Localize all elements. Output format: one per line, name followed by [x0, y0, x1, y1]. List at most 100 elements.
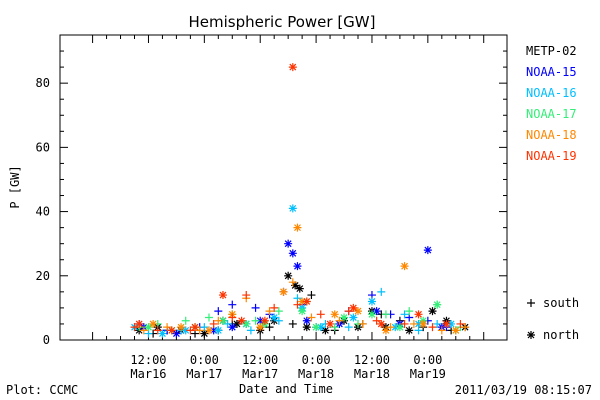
- x-tick-label: 0:00: [302, 353, 331, 367]
- south-point: [405, 307, 414, 316]
- north-point: [167, 326, 176, 335]
- north-point: [218, 316, 227, 325]
- x-tick-date-label: Mar18: [298, 367, 334, 381]
- legend-entry: NOAA-19: [526, 149, 577, 163]
- x-tick-date-label: Mar18: [354, 367, 390, 381]
- north-point: [433, 300, 442, 309]
- y-axis: 0 20 40 60 80: [36, 34, 507, 347]
- y-tick-label: 0: [43, 333, 50, 347]
- south-point: [139, 326, 148, 335]
- north-point: [405, 326, 414, 335]
- y-tick-label: 20: [36, 269, 50, 283]
- south-point: [358, 319, 367, 328]
- north-point: [391, 323, 400, 332]
- north-point: [316, 323, 325, 332]
- south-point: [130, 323, 139, 332]
- south-point: [433, 319, 442, 328]
- north-point: [349, 313, 358, 322]
- north-point: [172, 329, 181, 338]
- north-point: [451, 326, 460, 335]
- marker-legend-label: north: [543, 328, 579, 342]
- south-point: [205, 313, 213, 322]
- south-point: [228, 300, 237, 309]
- legend-entry: NOAA-16: [526, 86, 577, 100]
- south-point: [251, 316, 260, 325]
- north-point: [158, 329, 167, 338]
- north-point: [279, 287, 288, 296]
- north-point: [326, 319, 335, 328]
- x-tick-label: 0:00: [190, 353, 219, 367]
- north-point: [302, 323, 311, 332]
- north-point: [256, 323, 265, 332]
- south-point: [265, 323, 274, 332]
- north-point: [284, 271, 293, 280]
- north-point: [423, 246, 432, 255]
- north-point: [298, 297, 307, 306]
- south-point: [265, 307, 274, 316]
- south-point: [372, 316, 381, 325]
- marker-legend-label: south: [543, 296, 579, 310]
- north-point: [302, 316, 311, 325]
- chart-title: Hemispheric Power [GW]: [189, 13, 376, 31]
- south-point: [316, 310, 325, 319]
- x-axis: 12:00Mar160:00Mar1712:00Mar170:00Mar1812…: [92, 35, 485, 381]
- north-point: [149, 319, 158, 328]
- north-point: [177, 323, 186, 332]
- south-point: [246, 326, 255, 335]
- x-tick-date-label: Mar17: [186, 367, 222, 381]
- north-point: [372, 307, 381, 316]
- footer-timestamp: 2011/03/19 08:15:07: [455, 383, 592, 397]
- x-tick-label: 12:00: [242, 353, 278, 367]
- footer-source: Plot: CCMC: [6, 383, 78, 397]
- south-point: [274, 307, 283, 316]
- south-point: [400, 310, 409, 319]
- north-point: [293, 223, 302, 232]
- south-point: [288, 278, 297, 287]
- north-point: [218, 291, 227, 300]
- north-point: [419, 319, 428, 328]
- legend-entry: NOAA-17: [526, 107, 577, 121]
- south-point: [181, 316, 190, 325]
- north-point: [209, 326, 218, 335]
- north-point: [340, 313, 349, 322]
- south-point: [344, 323, 353, 332]
- south-point: [377, 287, 386, 296]
- data-points: [130, 63, 470, 338]
- x-axis-label: Date and Time: [239, 382, 333, 396]
- y-axis-label: P [GW]: [8, 165, 22, 208]
- y-tick-label: 60: [36, 140, 50, 154]
- north-point: [288, 63, 297, 72]
- x-tick-label: 0:00: [413, 353, 442, 367]
- south-point: [186, 326, 195, 335]
- north-point: [260, 316, 269, 325]
- north-point: [242, 319, 251, 328]
- x-tick-date-label: Mar19: [410, 367, 446, 381]
- south-point: [307, 313, 316, 322]
- north-point: [321, 326, 330, 335]
- x-tick-label: 12:00: [354, 353, 390, 367]
- north-point: [447, 319, 456, 328]
- north-point: [312, 323, 321, 332]
- x-tick-label: 12:00: [130, 353, 166, 367]
- south-point: [153, 326, 162, 335]
- south-point: [214, 316, 223, 325]
- north-point: [295, 284, 304, 293]
- south-point: [400, 319, 409, 328]
- north-point: [367, 297, 376, 306]
- south-point: [386, 323, 395, 332]
- north-point: [400, 262, 409, 271]
- north-point: [428, 307, 437, 316]
- south-point: [461, 323, 470, 332]
- north-point: [288, 204, 297, 213]
- north-point: [367, 310, 376, 319]
- north-point: [414, 319, 423, 328]
- south-point: [195, 326, 204, 335]
- south-point: [307, 291, 316, 300]
- south-point: [270, 303, 279, 312]
- marker-legend: south north: [527, 296, 579, 342]
- south-point: [330, 323, 339, 332]
- south-point: [242, 291, 251, 300]
- north-point: [205, 326, 213, 335]
- south-point: [335, 316, 344, 325]
